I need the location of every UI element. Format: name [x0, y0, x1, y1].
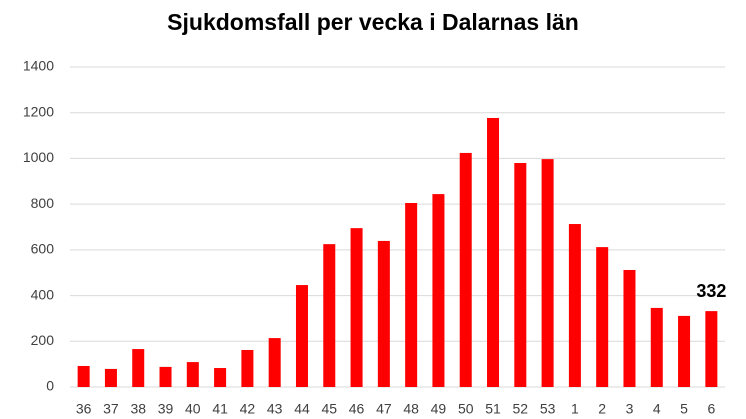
- bar: [514, 163, 527, 387]
- y-tick-label: 0: [46, 378, 54, 394]
- x-tick-label: 39: [158, 401, 174, 417]
- x-tick-label: 5: [680, 401, 688, 417]
- x-tick-label: 50: [458, 401, 474, 417]
- bar: [487, 117, 500, 387]
- bar: [186, 362, 199, 387]
- bar: [405, 203, 418, 387]
- x-tick-label: 46: [349, 401, 365, 417]
- y-tick-label: 1400: [23, 58, 54, 74]
- x-tick-label: 51: [485, 401, 501, 417]
- y-tick-label: 800: [31, 195, 55, 211]
- bar: [159, 366, 172, 387]
- x-tick-label: 1: [571, 401, 579, 417]
- bar: [678, 315, 691, 387]
- x-tick-label: 52: [513, 401, 529, 417]
- x-tick-label: 43: [267, 401, 283, 417]
- x-tick-label: 6: [707, 401, 715, 417]
- bar: [705, 311, 718, 387]
- y-tick-label: 600: [31, 241, 55, 257]
- y-tick-label: 1000: [23, 149, 54, 165]
- x-tick-label: 45: [321, 401, 337, 417]
- x-tick-label: 36: [76, 401, 92, 417]
- bar: [650, 307, 663, 387]
- x-tick-label: 48: [403, 401, 419, 417]
- x-tick-label: 2: [598, 401, 606, 417]
- bar: [623, 269, 636, 387]
- bar: [132, 349, 145, 387]
- x-tick-label: 4: [653, 401, 661, 417]
- x-tick-label: 53: [540, 401, 556, 417]
- chart-title: Sjukdomsfall per vecka i Dalarnas län: [167, 9, 579, 35]
- bar: [214, 368, 227, 387]
- bar: [459, 152, 472, 387]
- x-tick-label: 37: [103, 401, 119, 417]
- x-tick-label: 3: [626, 401, 634, 417]
- bar: [77, 365, 90, 387]
- bar: [268, 338, 281, 387]
- bar: [323, 244, 336, 387]
- y-tick-label: 200: [31, 332, 55, 348]
- y-tick-label: 400: [31, 286, 55, 302]
- bar: [432, 194, 445, 387]
- bar: [596, 247, 609, 387]
- x-tick-label: 38: [130, 401, 146, 417]
- x-tick-label: 41: [212, 401, 228, 417]
- x-tick-label: 40: [185, 401, 201, 417]
- bar: [377, 240, 390, 387]
- bar: [541, 159, 554, 387]
- x-tick-label: 44: [294, 401, 310, 417]
- value-label: 332: [696, 281, 726, 301]
- bar: [295, 285, 308, 387]
- y-tick-label: 1200: [23, 103, 54, 119]
- bar: [568, 224, 581, 387]
- x-tick-label: 49: [431, 401, 447, 417]
- x-tick-label: 47: [376, 401, 392, 417]
- bar: [350, 228, 363, 387]
- x-tick-label: 42: [240, 401, 256, 417]
- bar: [241, 349, 254, 387]
- bar: [104, 368, 117, 387]
